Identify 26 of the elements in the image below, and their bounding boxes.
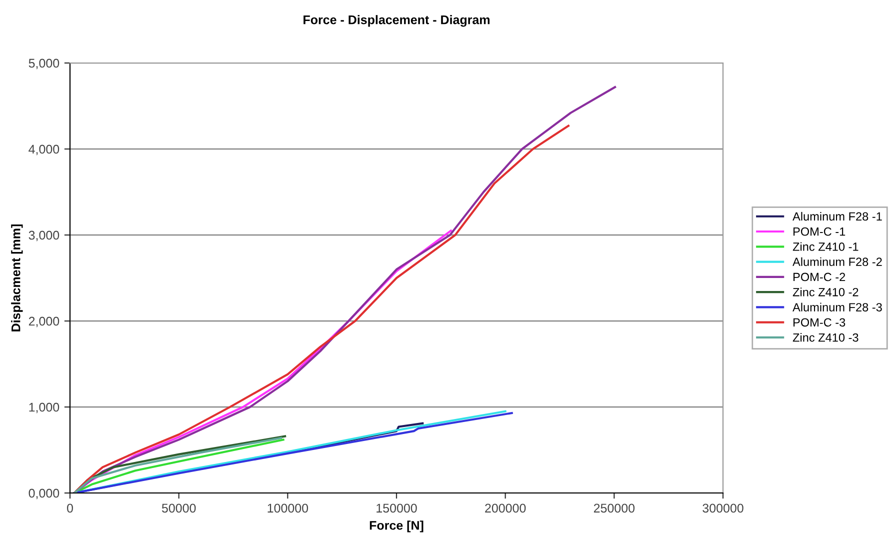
legend-label: Zinc Z410 -2 xyxy=(792,288,858,296)
legend-label: Zinc Z410 -1 xyxy=(792,242,858,251)
legend-label: Aluminum F28 -2 xyxy=(792,257,882,266)
y-tick-label: 1,000 xyxy=(29,402,60,414)
legend-label: POM-C -1 xyxy=(793,227,846,236)
x-axis-title: Force [N] xyxy=(370,520,424,532)
legend-label: Aluminum F28 -1 xyxy=(792,212,882,221)
chart-title: Force - Displacement - Diagram xyxy=(304,15,490,27)
y-axis-title: Displacment [mm] xyxy=(11,224,23,332)
x-tick-label: 150000 xyxy=(376,504,417,513)
legend-label: Aluminum F28 -3 xyxy=(792,302,882,312)
y-tick-label: 4,000 xyxy=(28,144,60,156)
x-tick-label: 100000 xyxy=(268,504,308,513)
x-tick-label: 300000 xyxy=(702,504,744,513)
legend-label: POM-C -3 xyxy=(793,318,846,327)
y-tick-label: 3,000 xyxy=(28,230,60,242)
y-tick-label: 5,000 xyxy=(28,58,60,70)
x-tick-label: 200000 xyxy=(485,504,526,513)
y-tick-label: 0,000 xyxy=(28,488,60,500)
line-series xyxy=(73,124,570,493)
legend-label: POM-C -2 xyxy=(793,272,846,282)
legend-label: Zinc Z410 -3 xyxy=(792,333,858,342)
x-tick-label: 250000 xyxy=(594,504,635,513)
x-tick-label: 50000 xyxy=(162,504,196,513)
x-tick-label: 0 xyxy=(67,504,73,513)
y-tick-label: 2,000 xyxy=(28,316,60,328)
